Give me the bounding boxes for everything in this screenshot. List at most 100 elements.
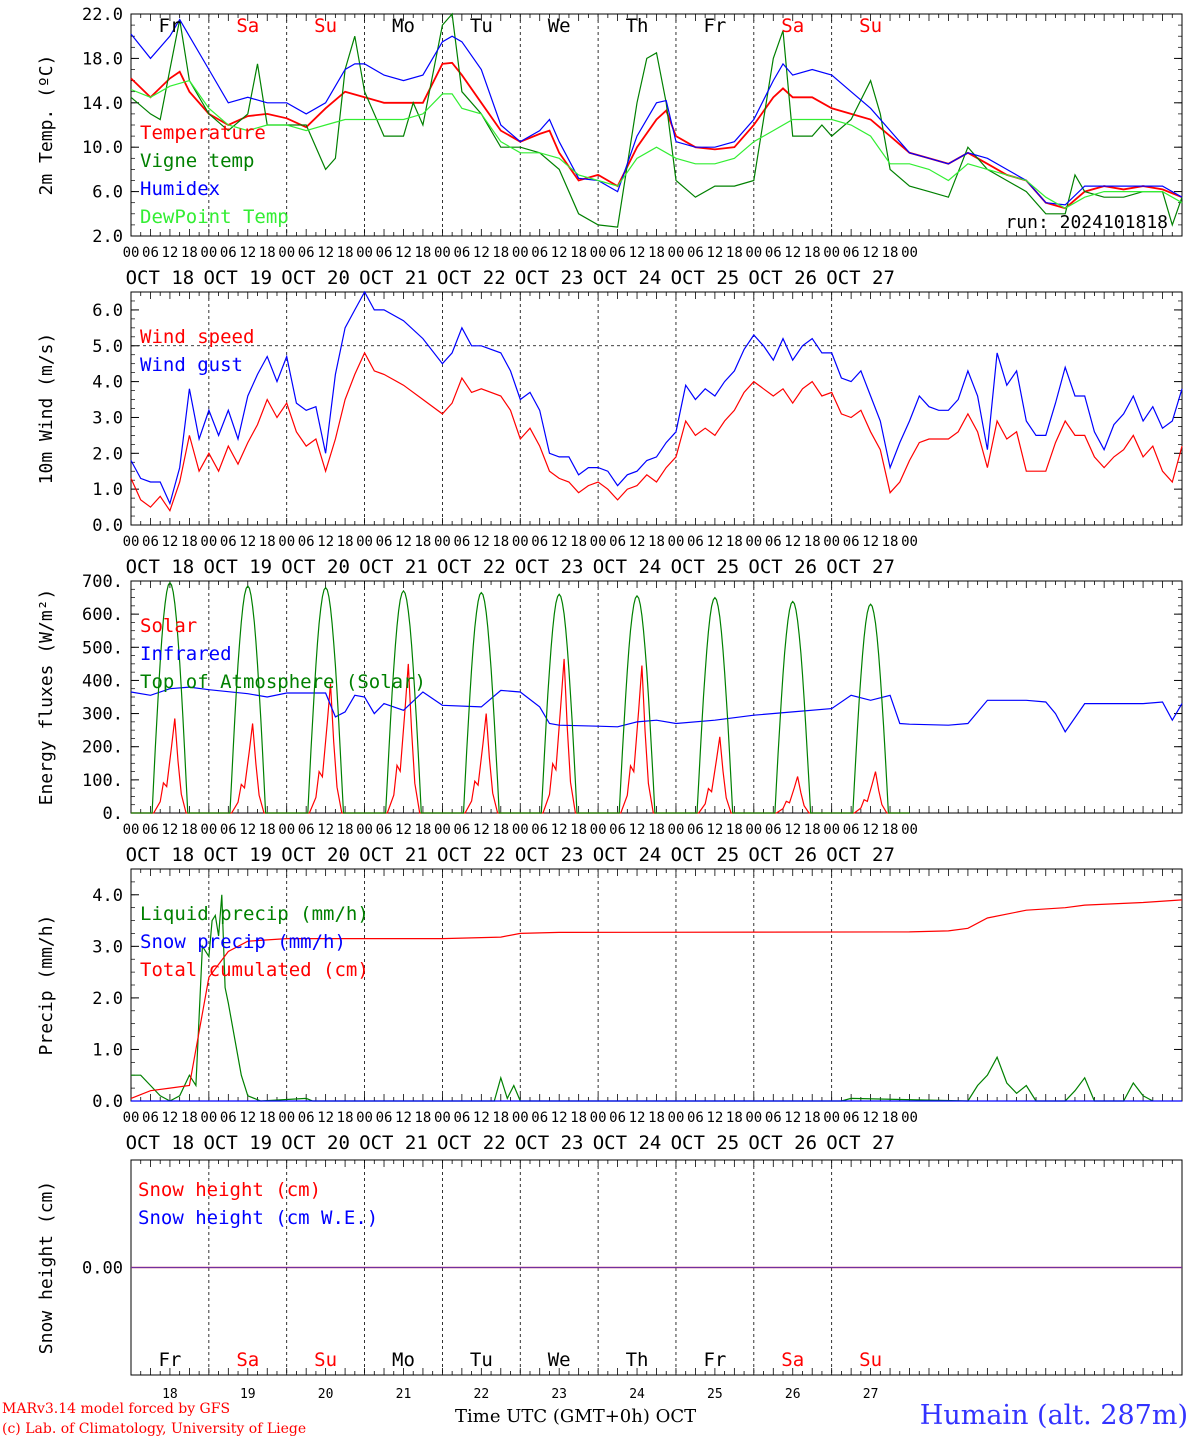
y-tick-label: 2.0	[92, 989, 123, 1009]
x-hour-label: 06	[376, 534, 393, 550]
x-day-label: OCT 18	[126, 1132, 195, 1154]
legend-label: Temperature	[140, 122, 266, 144]
panel-2	[130, 290, 1183, 526]
x-hour-label: 12	[473, 534, 490, 550]
y-tick-label: 10.0	[82, 138, 123, 158]
credit-model: MARv3.14 model forced by GFS	[2, 1401, 231, 1417]
x-hour-label: 18	[337, 245, 354, 261]
x-hour-label: 00	[901, 534, 918, 550]
x-hour-label: 00	[356, 1110, 373, 1126]
series-line	[130, 686, 1183, 733]
x-hour-label: 12	[706, 822, 723, 838]
x-hour-label: 00	[901, 822, 918, 838]
weekday-label: Su	[314, 1349, 337, 1371]
x-hour-label: 18	[181, 534, 198, 550]
x-hour-label: 06	[298, 245, 315, 261]
x-hour-label: 18	[337, 822, 354, 838]
x-hour-label: 12	[706, 245, 723, 261]
x-hour-label: 06	[453, 245, 470, 261]
weekday-label: Fr	[158, 15, 181, 37]
legend-label: Total cumulated (cm)	[140, 959, 369, 981]
x-hour-label: 06	[376, 822, 393, 838]
x-hour-label: 06	[765, 1110, 782, 1126]
x-hour-label: 12	[862, 822, 879, 838]
x-day-label: OCT 23	[515, 1132, 584, 1154]
x-hour-label: 12	[862, 534, 879, 550]
y-tick-label: 400.	[82, 671, 123, 691]
x-hour-label: 00	[745, 1110, 762, 1126]
x-hour-label: 00	[123, 245, 140, 261]
x-day-label: OCT 24	[593, 1132, 662, 1154]
x-hour-label: 18	[415, 1110, 432, 1126]
x-hour-label: 06	[142, 534, 159, 550]
x-hour-label: 18	[882, 245, 899, 261]
x-day-label: OCT 22	[437, 267, 506, 289]
y-tick-label: 500.	[82, 638, 123, 658]
x-hour-label: 00	[512, 822, 529, 838]
x-day-label: OCT 26	[748, 844, 817, 866]
legend-label: Infrared	[140, 643, 232, 665]
x-day-label: OCT 20	[281, 556, 350, 578]
x-day-label: OCT 25	[671, 844, 740, 866]
x-day-label: OCT 21	[359, 267, 428, 289]
x-hour-label: 00	[668, 1110, 685, 1126]
x-hour-label: 18	[726, 245, 743, 261]
x-hour-label: 00	[590, 245, 607, 261]
x-hour-label: 18	[259, 1110, 276, 1126]
date-number-label: 27	[863, 1387, 879, 1402]
y-tick-label: 700.	[82, 572, 123, 592]
y-tick-label: 6.0	[92, 183, 123, 203]
series-line	[131, 894, 1154, 1102]
x-hour-label: 00	[668, 822, 685, 838]
x-hour-label: 00	[823, 534, 840, 550]
x-hour-label: 18	[648, 822, 665, 838]
x-hour-label: 06	[609, 822, 626, 838]
panel-1	[130, 12, 1183, 237]
x-hour-label: 06	[220, 534, 237, 550]
x-hour-label: 06	[142, 822, 159, 838]
x-hour-label: 18	[726, 534, 743, 550]
x-hour-label: 12	[706, 1110, 723, 1126]
x-hour-label: 18	[181, 1110, 198, 1126]
date-number-label: 20	[318, 1387, 334, 1402]
date-number-label: 19	[240, 1387, 256, 1402]
x-hour-label: 18	[492, 1110, 509, 1126]
x-hour-label: 12	[239, 534, 256, 550]
x-hour-label: 12	[629, 245, 646, 261]
x-hour-label: 00	[823, 245, 840, 261]
x-day-label: OCT 27	[826, 844, 895, 866]
x-hour-label: 00	[901, 1110, 918, 1126]
x-hour-label: 12	[239, 1110, 256, 1126]
x-hour-label: 00	[823, 1110, 840, 1126]
plot-frame	[130, 580, 1183, 814]
x-day-label: OCT 27	[826, 1132, 895, 1154]
weekday-label: Tu	[470, 1349, 493, 1371]
x-hour-label: 00	[356, 245, 373, 261]
x-day-label: OCT 20	[281, 1132, 350, 1154]
y-tick-label: 0.0	[92, 516, 123, 536]
x-hour-label: 00	[434, 245, 451, 261]
y-tick-label: 2.0	[92, 444, 123, 464]
x-hour-label: 06	[376, 1110, 393, 1126]
x-hour-label: 18	[804, 245, 821, 261]
y-axis-label: Snow height (cm)	[36, 1181, 57, 1354]
x-hour-label: 12	[784, 822, 801, 838]
y-tick-label: 6.0	[92, 301, 123, 321]
x-day-label: OCT 22	[437, 556, 506, 578]
x-hour-label: 06	[687, 1110, 704, 1126]
date-number-label: 22	[474, 1387, 490, 1402]
x-hour-label: 00	[123, 822, 140, 838]
legend-label: DewPoint Temp	[140, 206, 289, 228]
x-hour-label: 12	[706, 534, 723, 550]
x-hour-label: 06	[843, 534, 860, 550]
x-hour-label: 18	[570, 1110, 587, 1126]
x-hour-label: 18	[804, 1110, 821, 1126]
x-hour-label: 12	[629, 822, 646, 838]
y-tick-label: 1.0	[92, 480, 123, 500]
x-hour-label: 06	[298, 822, 315, 838]
x-day-label: OCT 24	[593, 844, 662, 866]
weekday-label: Sa	[781, 1349, 804, 1371]
x-hour-label: 18	[804, 534, 821, 550]
x-hour-label: 18	[337, 1110, 354, 1126]
date-number-label: 23	[551, 1387, 567, 1402]
